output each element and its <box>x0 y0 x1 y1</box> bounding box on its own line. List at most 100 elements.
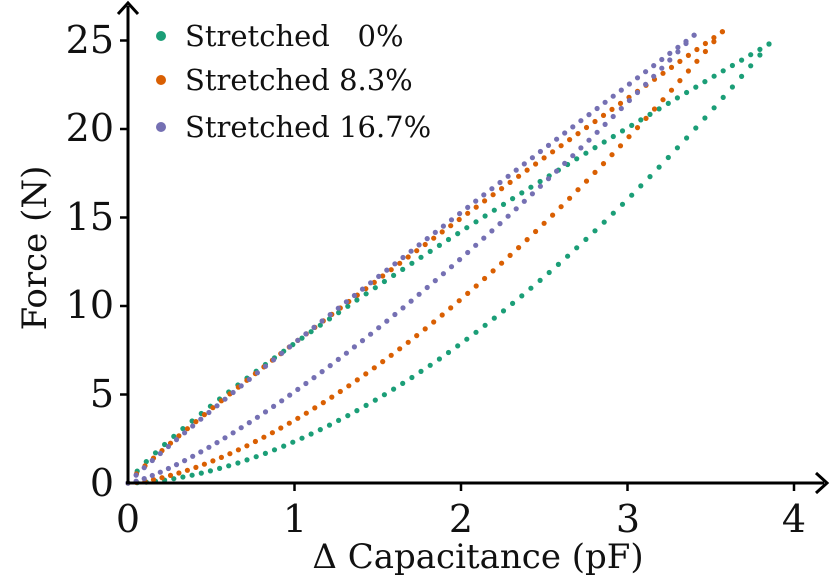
data-point <box>299 335 305 341</box>
data-point <box>388 352 394 358</box>
data-point <box>516 245 522 251</box>
data-point <box>405 339 411 345</box>
data-point <box>555 261 562 267</box>
data-point <box>422 241 428 248</box>
data-point <box>684 135 690 141</box>
data-point <box>489 186 495 192</box>
data-point <box>409 260 415 266</box>
data-point <box>601 219 607 225</box>
legend-label: Stretched 16.7% <box>185 110 431 144</box>
data-point <box>427 248 433 254</box>
data-point <box>465 204 471 210</box>
data-point <box>719 29 726 35</box>
data-point <box>578 118 584 124</box>
data-point <box>574 156 580 162</box>
data-point <box>711 39 717 45</box>
y-tick-label: 25 <box>66 18 114 62</box>
data-point <box>473 242 479 248</box>
data-point <box>457 257 463 263</box>
data-points <box>125 29 772 486</box>
data-point <box>388 267 394 273</box>
data-point <box>214 403 220 409</box>
data-point <box>271 403 277 409</box>
data-point <box>675 44 681 51</box>
data-point <box>677 58 683 64</box>
data-point <box>739 57 745 63</box>
data-point <box>694 58 700 64</box>
data-point <box>327 312 333 318</box>
data-point <box>165 443 171 450</box>
data-point <box>354 377 360 383</box>
data-point <box>610 133 616 140</box>
data-point <box>167 472 174 478</box>
data-point <box>380 273 386 279</box>
data-point <box>562 160 568 166</box>
data-point <box>317 427 323 433</box>
data-point <box>372 397 378 403</box>
data-point <box>244 457 250 463</box>
x-tick-label: 3 <box>616 497 640 541</box>
data-point <box>638 183 644 189</box>
data-point <box>509 300 516 306</box>
data-point <box>414 333 420 339</box>
x-tick-label: 2 <box>449 497 473 541</box>
data-point <box>149 457 155 464</box>
data-point <box>545 176 552 182</box>
data-point <box>230 389 236 396</box>
data-point <box>152 450 159 456</box>
data-point <box>319 318 325 324</box>
data-point <box>440 271 446 277</box>
data-point <box>269 430 275 436</box>
data-point <box>651 73 657 79</box>
data-point <box>287 392 293 398</box>
data-point <box>500 308 507 314</box>
data-point <box>210 405 216 411</box>
data-point <box>431 319 437 325</box>
data-point <box>558 143 564 149</box>
data-point <box>570 153 576 159</box>
data-point <box>345 303 351 309</box>
x-tick-label: 1 <box>283 497 307 541</box>
data-point <box>720 68 726 74</box>
data-point <box>238 425 244 431</box>
data-point <box>473 329 479 335</box>
data-point <box>578 145 584 151</box>
data-point <box>278 425 284 431</box>
data-point <box>207 468 213 474</box>
data-point <box>456 298 462 304</box>
data-point <box>238 383 244 389</box>
data-point <box>327 363 333 369</box>
data-point <box>261 434 267 440</box>
data-point <box>519 293 525 299</box>
data-point <box>235 447 241 453</box>
data-point <box>748 63 754 69</box>
data-point <box>400 380 406 386</box>
data-point <box>384 267 390 273</box>
data-point <box>246 420 252 426</box>
data-point <box>554 136 560 142</box>
data-point <box>317 322 323 328</box>
data-point <box>198 416 204 422</box>
data-point <box>354 297 360 303</box>
data-point <box>408 248 414 254</box>
data-point <box>308 431 314 437</box>
data-point <box>748 52 754 58</box>
data-point <box>418 254 424 260</box>
data-point <box>675 49 681 55</box>
data-point <box>702 79 708 85</box>
data-point <box>464 225 470 231</box>
data-point <box>491 315 497 321</box>
data-point <box>592 169 598 175</box>
data-point <box>371 365 377 371</box>
data-point <box>439 312 445 318</box>
data-point <box>694 46 700 53</box>
data-point <box>634 75 641 81</box>
data-point <box>634 125 641 131</box>
data-point <box>684 89 690 96</box>
data-point <box>651 106 658 112</box>
data-point <box>481 235 487 241</box>
data-point <box>299 435 305 441</box>
x-tick-label: 4 <box>782 497 806 541</box>
data-point <box>558 204 564 210</box>
data-point <box>198 470 204 476</box>
